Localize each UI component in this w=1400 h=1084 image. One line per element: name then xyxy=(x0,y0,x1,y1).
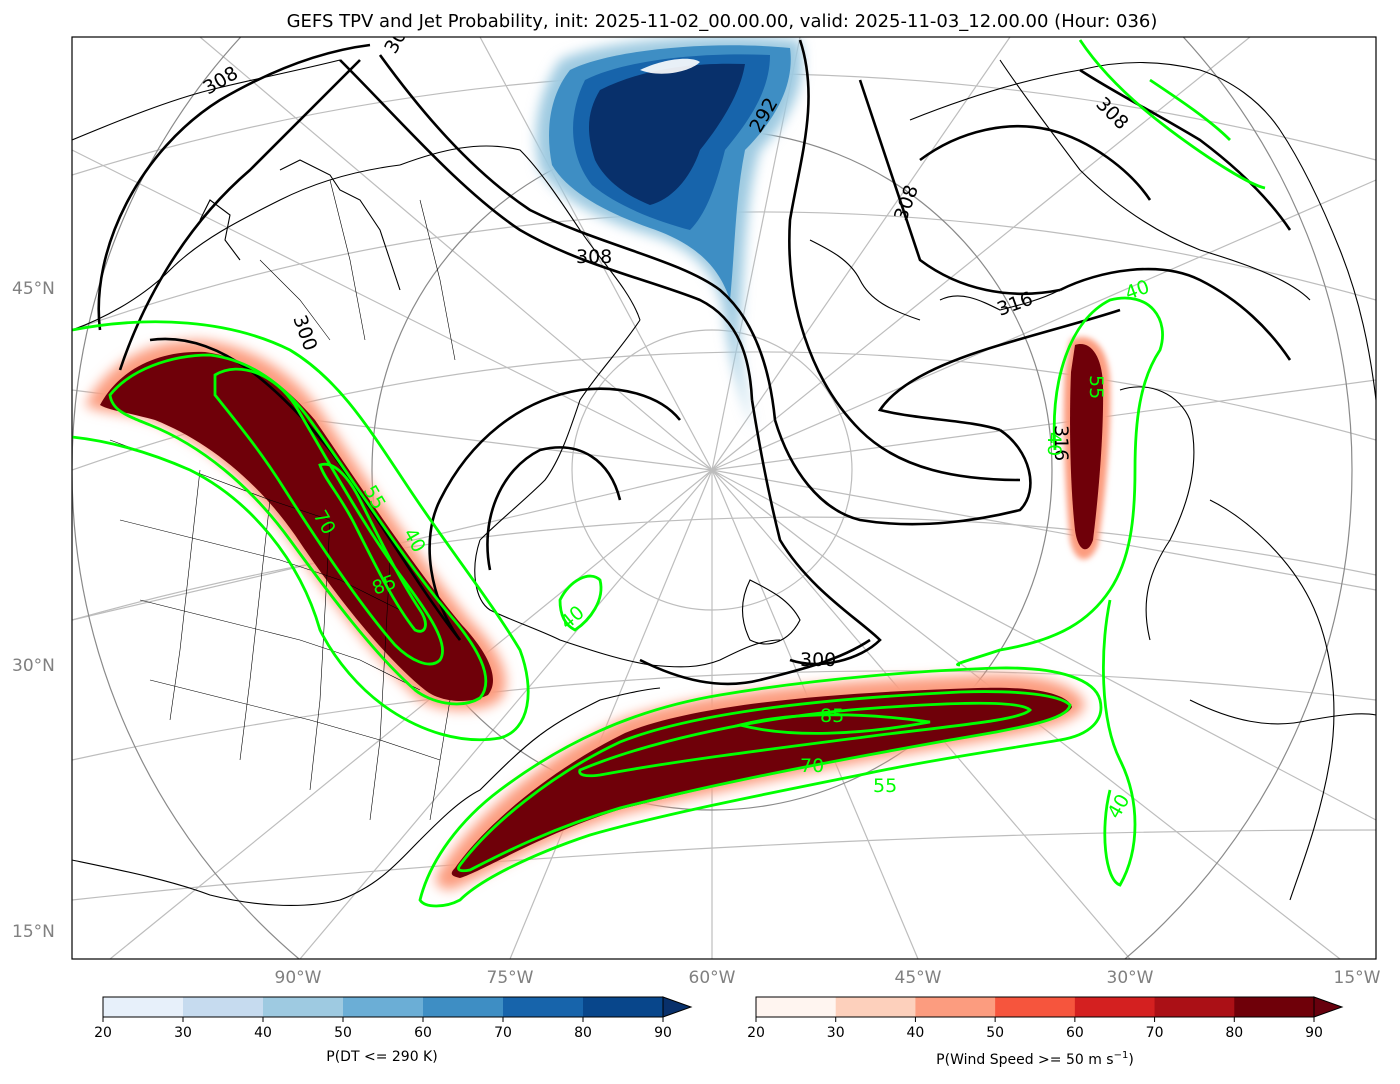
lon-label-15w: 15°W xyxy=(1334,968,1381,988)
theta-label: 300 xyxy=(800,649,836,671)
colorbar-tick-label: 90 xyxy=(1305,1025,1323,1041)
colorbar-extend-arrow xyxy=(1313,996,1344,1018)
colorbar-segment xyxy=(183,997,264,1017)
colorbar-segment xyxy=(343,997,424,1017)
colorbar-segment xyxy=(756,997,837,1017)
jet-contours xyxy=(72,39,1266,908)
colorbar-tick-label: 30 xyxy=(827,1025,845,1041)
colorbar-jet-label: P(Wind Speed >= 50 m s−1) xyxy=(936,1050,1134,1068)
colorbar-tick-label: 40 xyxy=(907,1025,925,1041)
jet-label: 55 xyxy=(1085,375,1107,399)
colorbar-segment xyxy=(1074,997,1156,1017)
colorbar-tpv-label: P(DT <= 290 K) xyxy=(326,1049,437,1065)
jet-label: 55 xyxy=(873,775,897,797)
lat-label-15n: 15°N xyxy=(12,922,55,942)
colorbar-tick-label: 70 xyxy=(1146,1025,1164,1041)
colorbar-segment xyxy=(1234,997,1315,1017)
colorbar-segment xyxy=(995,997,1076,1017)
colorbar-tick-label: 20 xyxy=(747,1025,765,1041)
map-frame xyxy=(71,36,1377,960)
lat-label-30n: 30°N xyxy=(12,656,55,676)
colorbar-tick-label: 60 xyxy=(414,1025,432,1041)
lon-label-90w: 90°W xyxy=(275,968,322,988)
jet-label: 40 xyxy=(1043,432,1065,456)
colorbar-segment xyxy=(835,997,916,1017)
lon-label-30w: 30°W xyxy=(1107,968,1154,988)
jet-label: 85 xyxy=(820,705,844,727)
colorbar-frame xyxy=(755,996,1315,1018)
colorbar-segment xyxy=(263,997,344,1017)
colorbar-tick-label: 90 xyxy=(654,1025,672,1041)
colorbar-frame xyxy=(102,996,664,1018)
colorbar-tick-label: 50 xyxy=(986,1025,1004,1041)
lon-label-60w: 60°W xyxy=(689,968,736,988)
colorbar-segment xyxy=(503,997,584,1017)
jet-label: 70 xyxy=(800,755,824,777)
colorbar-segment xyxy=(103,997,184,1017)
longitude-labels: 90°W 75°W 60°W 45°W 30°W 15°W xyxy=(275,968,1381,988)
colorbar-tick-label: 70 xyxy=(494,1025,512,1041)
colorbar-tick-label: 60 xyxy=(1066,1025,1084,1041)
theta-label: 308 xyxy=(576,246,612,268)
colorbar-tick-label: 50 xyxy=(334,1025,352,1041)
theta-label: 316 xyxy=(1050,425,1072,461)
colorbar-segment xyxy=(583,997,664,1017)
colorbar-extend-arrow xyxy=(662,996,693,1018)
colorbar-tpv: 20 30 40 50 60 70 80 90 xyxy=(94,996,693,1041)
colorbar-tick-label: 20 xyxy=(94,1025,112,1041)
lon-label-75w: 75°W xyxy=(487,968,534,988)
colorbar-tick-label: 40 xyxy=(254,1025,272,1041)
theta-contours xyxy=(97,39,1292,686)
colorbar-segment xyxy=(1154,997,1235,1017)
latitude-labels: 45°N 30°N 15°N xyxy=(12,279,55,942)
colorbar-tick-label: 30 xyxy=(174,1025,192,1041)
chart-title: GEFS TPV and Jet Probability, init: 2025… xyxy=(287,11,1158,32)
lat-label-45n: 45°N xyxy=(12,279,55,299)
lon-label-45w: 45°W xyxy=(895,968,942,988)
colorbar-segment xyxy=(915,997,996,1017)
map-area: 300 308 316 292 300 308 300 308 316 308 … xyxy=(72,37,1376,959)
colorbar-jet: 20 30 40 50 60 70 80 90 xyxy=(747,996,1344,1041)
colorbar-tick-label: 80 xyxy=(1225,1025,1243,1041)
coastlines xyxy=(72,59,1376,906)
jet-probability-field xyxy=(85,336,1111,890)
colorbar-segment xyxy=(423,997,504,1017)
colorbar-tick-label: 80 xyxy=(574,1025,592,1041)
